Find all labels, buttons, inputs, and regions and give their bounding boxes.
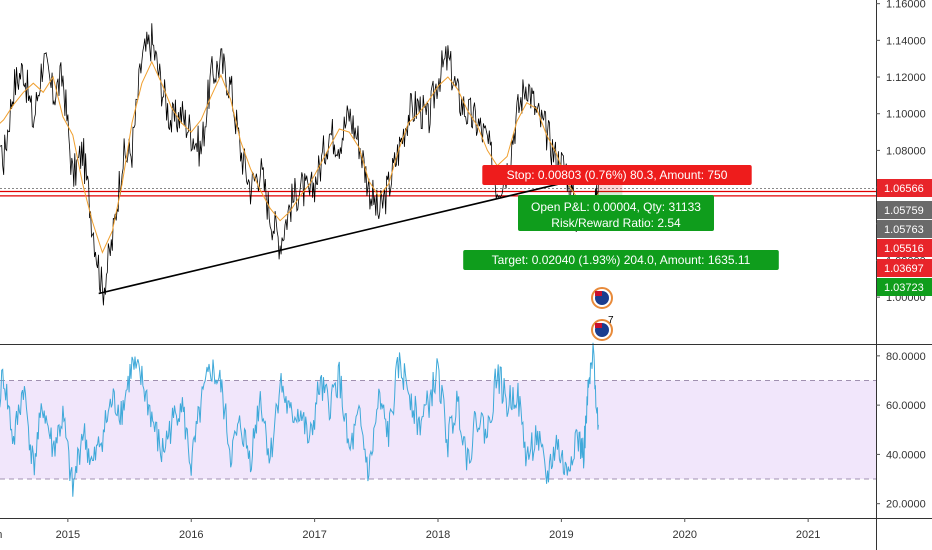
time-tick-label: 2020 — [673, 529, 697, 541]
open-pl-text: Open P&L: 0.00004, Qty: 31133 — [531, 200, 701, 214]
time-tick-label: 2016 — [179, 529, 203, 541]
price-badge-red — [877, 259, 932, 277]
risk-reward-text: Risk/Reward Ratio: 2.54 — [551, 216, 681, 230]
price-badge-label: 1.05516 — [884, 243, 924, 255]
time-tick-label: 2018 — [426, 529, 450, 541]
price-badge-red — [877, 179, 932, 197]
time-tick-label: 2021 — [796, 529, 820, 541]
price-scale-badges: 1.06566 1.05759 1.05763 1.05516 1.03697 1.037… — [877, 179, 932, 296]
price-tick-label: 1.12000 — [886, 72, 926, 84]
time-tick-label: un — [0, 529, 2, 541]
target-label-box[interactable] — [463, 250, 779, 270]
price-badge-label: 1.03723 — [884, 282, 924, 294]
rsi-pane[interactable] — [0, 342, 876, 497]
price-tick-label: 1.16000 — [886, 0, 926, 11]
rsi-tick-label: 20.0000 — [886, 499, 926, 511]
rsi-tick-label: 80.0000 — [886, 351, 926, 363]
rsi-tick-label: 40.0000 — [886, 449, 926, 461]
event-icon-2-flag-canton — [595, 323, 602, 328]
price-badge-gray — [877, 220, 932, 238]
price-badge-label: 1.06566 — [884, 183, 924, 195]
stop-label-box[interactable] — [482, 165, 752, 185]
price-badge-red — [877, 239, 932, 257]
trade-annotations: Stop: 0.00803 (0.76%) 80.3, Amount: 750 O… — [463, 165, 779, 341]
rsi-tick-label: 60.0000 — [886, 400, 926, 412]
price-badge-gray — [877, 201, 932, 219]
time-tick-label: 2019 — [549, 529, 573, 541]
price-badge-label: 1.05759 — [884, 205, 924, 217]
price-tick-label: 1.10000 — [886, 109, 926, 121]
open-pl-box[interactable] — [518, 195, 714, 231]
trendline[interactable] — [98, 175, 593, 295]
event-icon-1-flag-canton — [595, 291, 602, 296]
time-tick-label: 2017 — [302, 529, 326, 541]
price-badge-label: 1.03697 — [884, 263, 924, 275]
stop-label-text: Stop: 0.00803 (0.76%) 80.3, Amount: 750 — [507, 168, 728, 182]
event-count-text: 7 — [608, 315, 614, 326]
rsi-line[interactable] — [0, 342, 599, 497]
price-badge-green — [877, 278, 932, 296]
rsi-band — [0, 380, 876, 480]
price-tick-label: 1.08000 — [886, 145, 926, 157]
target-label-text: Target: 0.02040 (1.93%) 204.0, Amount: 1… — [492, 253, 751, 267]
time-tick-label: 2015 — [56, 529, 80, 541]
moving-average-line — [0, 60, 599, 254]
price-tick-label: 1.14000 — [886, 35, 926, 47]
price-badge-label: 1.05763 — [884, 224, 924, 236]
